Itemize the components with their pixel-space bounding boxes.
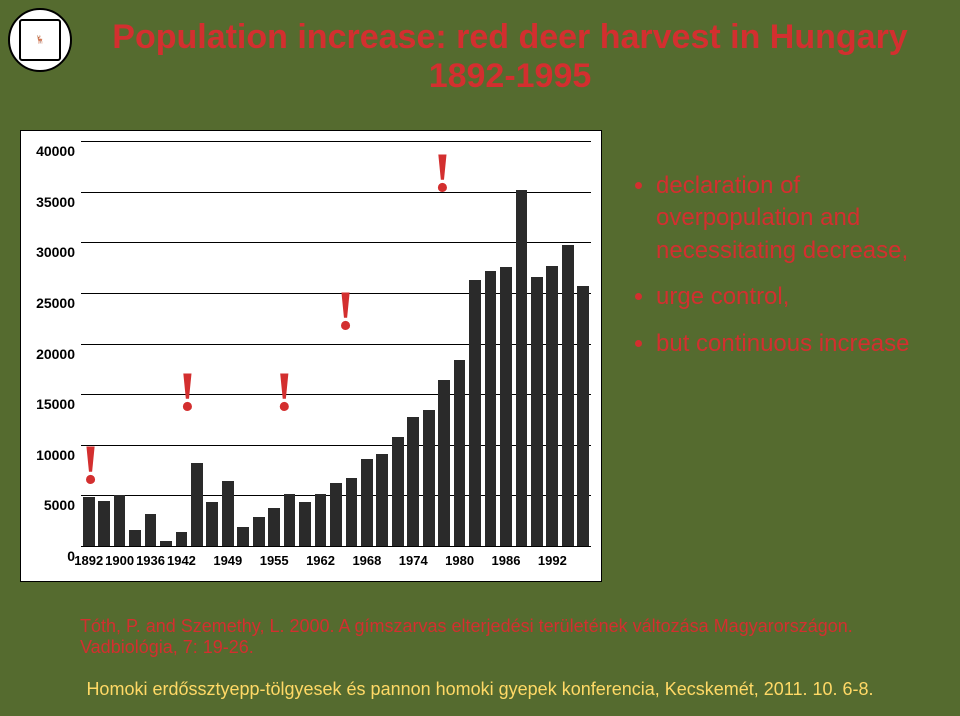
x-tick-label: 1936 (136, 553, 165, 568)
bar (346, 478, 358, 546)
exclaim-marker: ! (178, 364, 197, 420)
institution-logo: 🦌 (8, 8, 72, 72)
exclaim-marker: ! (81, 437, 100, 493)
bar (516, 190, 528, 546)
x-tick-label: 1986 (492, 553, 521, 568)
bar (376, 454, 388, 546)
bar (237, 527, 249, 546)
bar (83, 497, 95, 546)
x-tick-label: 1900 (105, 553, 134, 568)
bar (330, 483, 342, 546)
bar (562, 245, 574, 546)
x-tick-label: 1955 (260, 553, 289, 568)
slide-title: Population increase: red deer harvest in… (100, 18, 920, 96)
bar (546, 266, 558, 546)
exclaim-marker: ! (433, 145, 452, 201)
plot-area (81, 141, 591, 546)
bar (284, 494, 296, 546)
bar (407, 417, 419, 546)
y-tick-label: 35000 (36, 194, 75, 210)
y-tick-label: 5000 (44, 497, 75, 513)
bar (485, 271, 497, 546)
exclaim-marker: ! (336, 283, 355, 339)
y-tick-label: 20000 (36, 346, 75, 362)
x-tick-label: 1974 (399, 553, 428, 568)
bullet-list: declaration of overpopulation and necess… (630, 170, 930, 374)
x-tick-label: 1942 (167, 553, 196, 568)
bar (500, 267, 512, 546)
bar (268, 508, 280, 546)
bullet-item: declaration of overpopulation and necess… (656, 170, 930, 267)
bar (531, 277, 543, 546)
bullet-item: urge control, (656, 281, 930, 313)
bar (191, 463, 203, 546)
bar (454, 360, 466, 546)
citation-text: Tóth, P. and Szemethy, L. 2000. A gímsza… (80, 616, 880, 658)
bullet-item: but continuous increase (656, 328, 930, 360)
bar (114, 495, 126, 546)
x-tick-label: 1892 (74, 553, 103, 568)
bar (577, 286, 589, 546)
bar (299, 502, 311, 546)
bar (253, 517, 265, 546)
y-tick-label: 40000 (36, 143, 75, 159)
bar (129, 530, 141, 546)
bar (423, 410, 435, 546)
logo-inner: 🦌 (19, 19, 61, 61)
bar (98, 501, 110, 546)
y-tick-label: 25000 (36, 295, 75, 311)
x-tick-label: 1980 (445, 553, 474, 568)
bar (145, 514, 157, 546)
y-tick-label: 10000 (36, 447, 75, 463)
exclaim-marker: ! (275, 364, 294, 420)
x-tick-label: 1949 (213, 553, 242, 568)
footer-text: Homoki erdőssztyepp-tölgyesek és pannon … (0, 679, 960, 700)
bar (160, 541, 172, 546)
x-tick-label: 1962 (306, 553, 335, 568)
bar (392, 437, 404, 546)
x-tick-label: 1968 (352, 553, 381, 568)
bar (206, 502, 218, 546)
bar (438, 380, 450, 546)
bar (361, 459, 373, 546)
bar (469, 280, 481, 546)
bar (315, 494, 327, 546)
bar (222, 481, 234, 546)
y-axis: 0500010000150002000025000300003500040000 (21, 141, 79, 546)
bar (176, 532, 188, 546)
y-tick-label: 15000 (36, 396, 75, 412)
y-tick-label: 30000 (36, 244, 75, 260)
x-tick-label: 1992 (538, 553, 567, 568)
bar-chart: 0500010000150002000025000300003500040000… (20, 130, 602, 582)
x-axis: 1892190019361942194919551962196819741980… (81, 547, 591, 581)
